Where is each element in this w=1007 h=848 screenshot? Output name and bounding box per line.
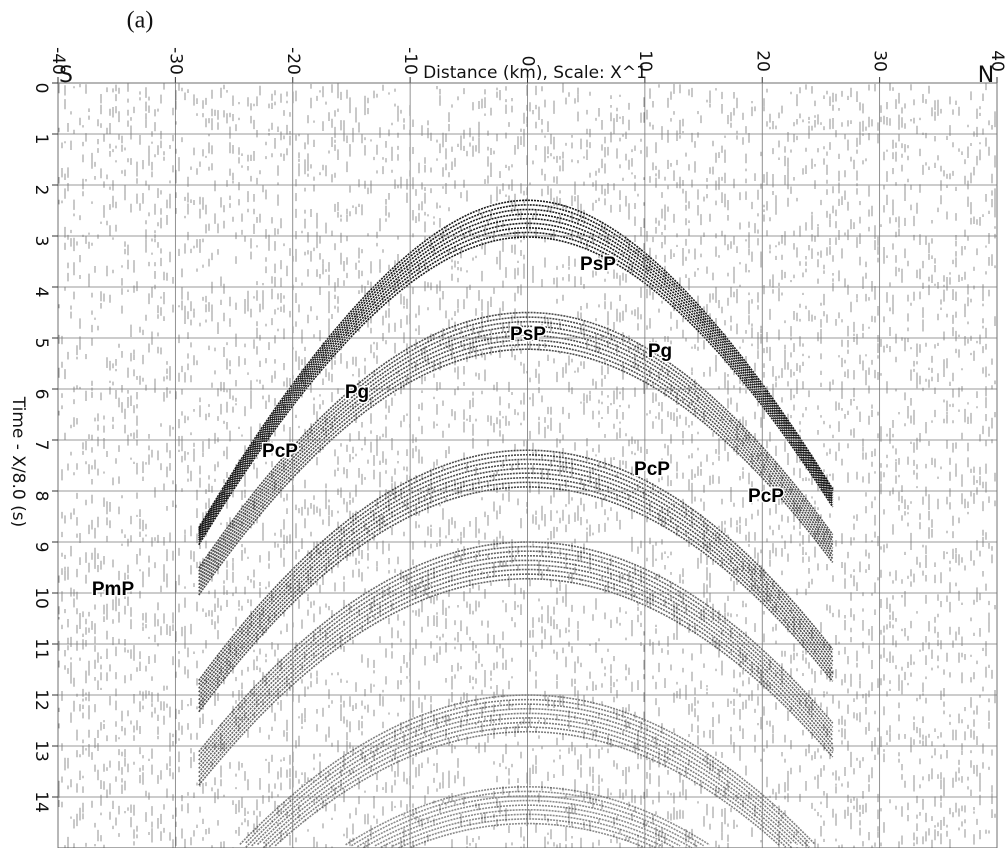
x-tick-label: -30 <box>165 47 185 75</box>
phase-label: PcP <box>748 486 784 507</box>
panel-label: (a) <box>127 8 154 34</box>
arrival-band <box>198 311 834 569</box>
x-tick-label: 40 <box>987 50 1007 72</box>
arrival-band <box>198 568 834 778</box>
y-tick-label: 1 <box>31 134 51 145</box>
phase-label: PsP <box>510 324 546 345</box>
arrival-band <box>198 330 834 582</box>
arrival-band <box>198 453 834 685</box>
arrival-band <box>198 334 834 586</box>
arrival-band <box>262 717 793 844</box>
north-label: N <box>978 63 994 88</box>
phase-label: Pg <box>648 341 672 362</box>
arrival-band <box>262 721 793 848</box>
arrival-band <box>198 481 834 709</box>
phase-label: PmP <box>92 579 135 600</box>
arrival-band <box>198 226 834 541</box>
y-tick-label: 7 <box>31 440 51 451</box>
phase-label: Pg <box>345 382 369 403</box>
x-tick-label: 20 <box>752 50 772 72</box>
arrival-band <box>198 217 834 537</box>
arrival-band <box>198 343 834 592</box>
arrival-band <box>198 550 834 761</box>
arrival-band <box>198 467 834 697</box>
y-tick-label: 2 <box>31 185 51 196</box>
x-tick-label: -10 <box>400 47 420 75</box>
arrival-band <box>198 325 834 579</box>
y-tick-label: 12 <box>31 689 51 711</box>
arrival-band <box>198 555 834 765</box>
phase-label: PcP <box>262 441 298 462</box>
noise-traces <box>58 83 996 848</box>
y-tick-label: 0 <box>31 83 51 94</box>
phase-label: PcP <box>634 459 670 480</box>
x-tick-label: 30 <box>870 50 890 72</box>
arrival-band <box>198 339 834 589</box>
arrival-band <box>198 472 834 701</box>
arrival-band <box>198 577 834 786</box>
arrival-band <box>198 573 834 782</box>
x-tick-label: -20 <box>283 47 303 75</box>
y-tick-label: 6 <box>31 389 51 400</box>
x-tick-label: 10 <box>635 50 655 72</box>
y-tick-label: 3 <box>31 236 51 247</box>
arrival-band <box>198 476 834 705</box>
y-tick-label: 14 <box>31 791 51 813</box>
y-axis-label: Time - X/8.0 (s) <box>8 396 28 527</box>
arrival-band <box>198 348 834 596</box>
arrival-band <box>198 222 834 539</box>
arrival-band <box>356 795 699 848</box>
x-tick-label: -40 <box>48 47 68 75</box>
x-tick-label: 0 <box>518 56 538 67</box>
arrival-band <box>198 204 834 531</box>
arrival-band <box>198 316 834 572</box>
arrival-band <box>198 213 834 535</box>
chart-title: Distance (km), Scale: X^1 <box>423 63 647 83</box>
phase-label: PsP <box>580 254 616 275</box>
y-tick-label: 5 <box>31 338 51 349</box>
y-tick-label: 9 <box>31 542 51 553</box>
axes: -40 -30 -20 -10 0 10 20 30 400123456789101112131… <box>31 47 1007 848</box>
south-label: S <box>59 63 73 88</box>
arrival-band <box>198 236 834 546</box>
arrival-band <box>198 463 834 693</box>
arrival-band <box>198 458 834 689</box>
y-tick-label: 4 <box>31 287 51 298</box>
arrival-band <box>198 564 834 774</box>
arrival-band <box>198 559 834 769</box>
arrival-band <box>198 231 834 543</box>
arrival-band <box>198 208 834 533</box>
arrival-band <box>198 320 834 576</box>
arrival-band <box>198 449 834 681</box>
seismic-texture <box>58 83 996 848</box>
arrival-band <box>380 809 675 848</box>
y-tick-label: 13 <box>31 740 51 762</box>
arrival-band <box>198 486 834 713</box>
y-tick-label: 8 <box>31 491 51 502</box>
y-tick-label: 10 <box>31 587 51 609</box>
y-tick-label: 11 <box>31 638 51 660</box>
